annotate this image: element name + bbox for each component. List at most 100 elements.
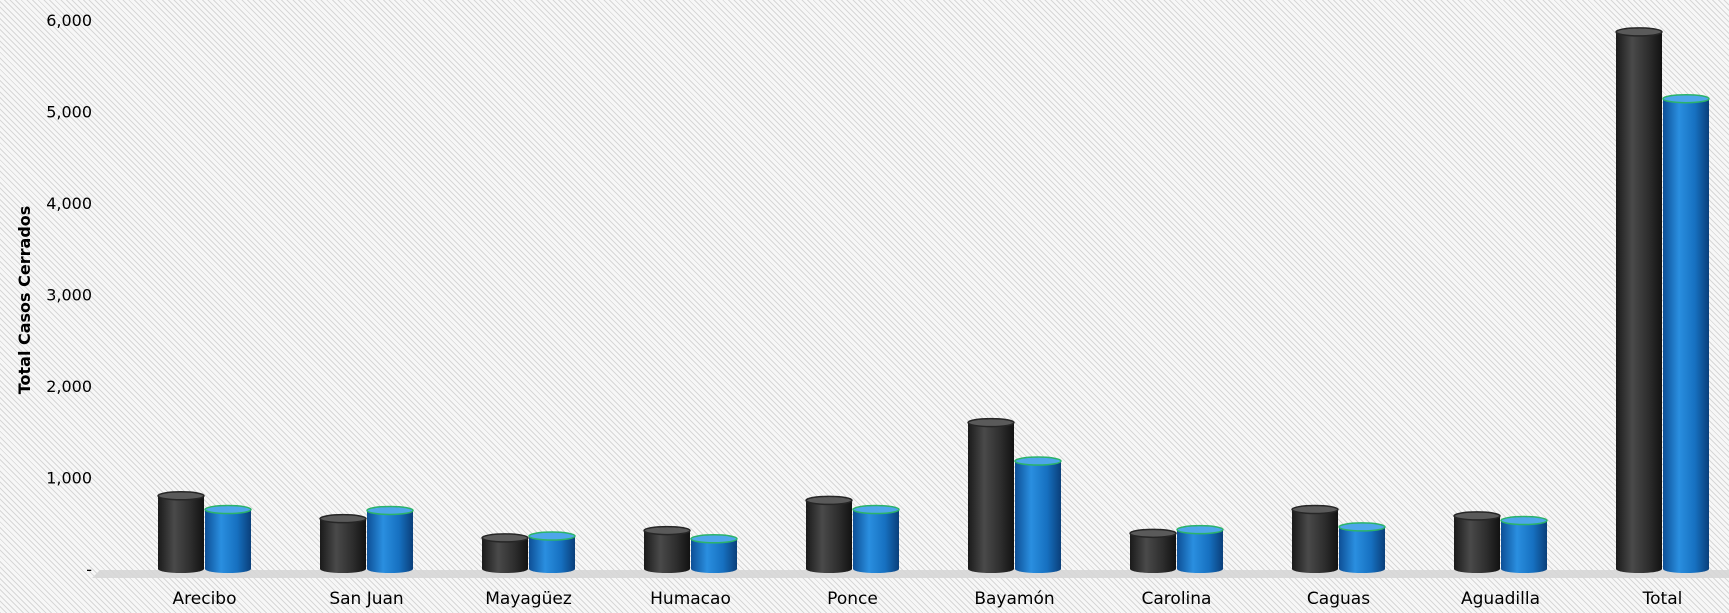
bar-base <box>1015 565 1061 573</box>
bar-base <box>644 565 690 573</box>
x-category-label: Aguadilla <box>1461 589 1540 609</box>
x-category-label: Mayagüez <box>485 589 572 609</box>
bar-base <box>529 565 575 573</box>
bar <box>1500 515 1548 573</box>
bar-top <box>528 531 576 541</box>
bar-base <box>1130 565 1176 573</box>
bar-body <box>644 530 690 569</box>
bar-body <box>1292 509 1338 569</box>
bar-body <box>320 518 366 569</box>
bar-body <box>1130 533 1176 569</box>
y-tick-label: 6,000 <box>46 11 92 30</box>
bar-base <box>691 565 737 573</box>
bar-body <box>205 509 251 569</box>
bar-top <box>157 491 205 501</box>
bar <box>1014 456 1062 573</box>
bar-body <box>1454 515 1500 569</box>
bar-body <box>806 500 852 569</box>
bar-body <box>1177 529 1223 569</box>
bar <box>1615 27 1663 573</box>
bar-top <box>481 533 529 543</box>
x-category-label: Ponce <box>827 589 878 609</box>
y-tick-label: 3,000 <box>46 286 92 305</box>
bar-body <box>1339 526 1385 569</box>
bar-body <box>1663 98 1709 569</box>
bar-top <box>1453 511 1501 521</box>
bar-body <box>482 537 528 569</box>
bar <box>690 534 738 573</box>
bar-top <box>643 525 691 536</box>
bar-base <box>482 565 528 573</box>
y-tick-label: 1,000 <box>46 469 92 488</box>
bar-body <box>1015 461 1061 569</box>
bars <box>157 27 1710 573</box>
bar-body <box>158 495 204 569</box>
bar-base <box>1177 565 1223 573</box>
y-tick-label: - <box>86 560 92 579</box>
bar-top <box>852 504 900 515</box>
bar <box>643 525 691 573</box>
bar-base <box>1339 565 1385 573</box>
bar-base <box>853 565 899 573</box>
y-axis: - 1,000 2,000 3,000 4,000 5,000 6,000 <box>46 11 92 579</box>
bar-body <box>367 510 413 569</box>
bar-top <box>1129 528 1177 539</box>
bar <box>319 513 367 573</box>
x-category-label: Bayamón <box>974 589 1054 609</box>
bar-base <box>1663 565 1709 573</box>
bar <box>481 533 529 573</box>
bar-top <box>1500 515 1548 526</box>
bar-top <box>1176 524 1224 535</box>
bar-top <box>690 534 738 544</box>
bar-top <box>1291 504 1339 515</box>
bar <box>204 504 252 573</box>
bar-base <box>968 565 1014 573</box>
x-category-label: Caguas <box>1307 589 1370 609</box>
bar <box>1129 528 1177 573</box>
bar-top <box>1615 27 1663 37</box>
bar-base <box>1454 565 1500 573</box>
bar <box>157 491 205 573</box>
bar-body <box>1501 520 1547 569</box>
bar <box>967 417 1015 573</box>
bar-body <box>529 536 575 569</box>
bar-base <box>158 565 204 573</box>
bar-top <box>805 495 853 506</box>
bar <box>805 495 853 573</box>
bar-top <box>366 505 414 516</box>
x-category-label: Arecibo <box>173 589 237 609</box>
bar <box>852 504 900 573</box>
bar-top <box>319 513 367 524</box>
bar-top <box>1662 93 1710 104</box>
bar <box>1338 522 1386 573</box>
bar <box>366 505 414 573</box>
bar-base <box>1292 565 1338 573</box>
bar-body <box>853 509 899 569</box>
bar-body <box>691 538 737 569</box>
bar-top <box>1014 456 1062 466</box>
x-category-label: San Juan <box>329 589 403 609</box>
y-tick-label: 2,000 <box>46 377 92 396</box>
x-category-label: Total <box>1642 589 1683 609</box>
x-axis: Arecibo San Juan Mayagüez Humacao Ponce Bayam… <box>173 589 1683 609</box>
bar-top <box>967 417 1015 428</box>
bar-base <box>205 565 251 573</box>
x-category-label: Carolina <box>1142 589 1212 609</box>
bar <box>1453 511 1501 573</box>
bar-base <box>806 565 852 573</box>
bar-top <box>1338 522 1386 532</box>
bar <box>528 531 576 573</box>
bar-base <box>367 565 413 573</box>
bar-top <box>204 504 252 515</box>
bar <box>1662 93 1710 573</box>
bar-base <box>1501 565 1547 573</box>
bar <box>1291 504 1339 573</box>
bar-body <box>1616 31 1662 569</box>
bar-base <box>1616 565 1662 573</box>
y-axis-label: Total Casos Cerrados <box>15 206 34 395</box>
y-tick-label: 4,000 <box>46 194 92 213</box>
bar-base <box>320 565 366 573</box>
bar-body <box>968 422 1014 569</box>
x-category-label: Humacao <box>650 589 731 609</box>
